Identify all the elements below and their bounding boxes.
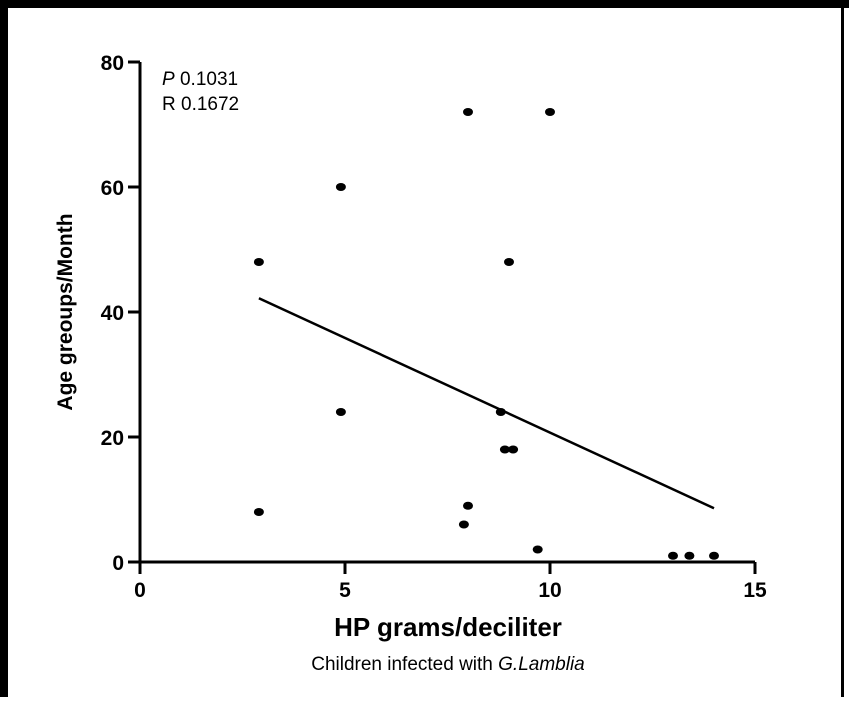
y-axis-label: Age greoups/Month [54, 213, 77, 410]
point [504, 258, 514, 266]
annotation: R 0.1672 [162, 94, 239, 115]
y-tick-label: 80 [101, 52, 124, 75]
y-tick-label: 20 [101, 427, 124, 450]
point [458, 520, 469, 529]
y-tick-label: 40 [101, 302, 124, 325]
y-tick-label: 0 [112, 552, 124, 575]
y-tick-label: 60 [101, 177, 124, 200]
annotation-value: 0.1672 [181, 94, 239, 115]
x-tick-label: 10 [538, 579, 561, 602]
x-tick-label: 5 [339, 579, 351, 602]
frame-right [841, 0, 844, 697]
frame-top [0, 0, 849, 8]
point [545, 108, 555, 116]
caption-species: G.Lamblia [498, 654, 585, 675]
x-tick-label: 0 [134, 579, 146, 602]
point [463, 108, 473, 116]
x-tick-label: 15 [743, 579, 767, 602]
point [495, 408, 506, 416]
point [463, 501, 473, 510]
annotation: P 0.1031 [162, 69, 238, 90]
point [253, 508, 264, 516]
annotation-symbol: R [162, 94, 176, 115]
point [335, 183, 346, 191]
annotation-symbol: P [162, 69, 175, 90]
point [532, 545, 543, 554]
point [508, 445, 519, 454]
point [709, 551, 719, 560]
caption-text: Children infected with [311, 654, 493, 675]
fit-line [258, 297, 715, 510]
frame-left [0, 0, 8, 697]
point [684, 551, 695, 560]
caption: Children infected with G.Lamblia [311, 654, 585, 675]
point [668, 551, 678, 560]
annotation-value: 0.1031 [180, 69, 238, 90]
point [499, 445, 510, 454]
x-axis-label: HP grams/deciliter [334, 612, 562, 642]
point [335, 408, 346, 416]
point [253, 258, 264, 266]
